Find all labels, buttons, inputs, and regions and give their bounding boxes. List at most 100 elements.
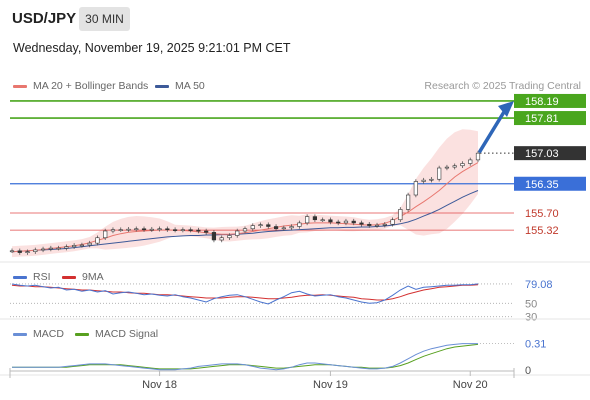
candle-body <box>79 244 84 247</box>
level-label-3: 156.35 <box>525 179 559 191</box>
legend-macd-signal-label: MACD Signal <box>95 328 159 340</box>
legend-rsi-label: RSI <box>33 271 51 283</box>
rsi-level-label-1: 50 <box>525 298 537 310</box>
level-tag-1 <box>514 111 586 126</box>
ma50-swatch <box>155 84 169 88</box>
legend-macd-label: MACD <box>33 328 64 340</box>
level-label-2: 157.03 <box>525 148 559 160</box>
macd-level-label-0: 0.31 <box>525 339 546 351</box>
candle-body <box>72 245 77 248</box>
datetime-label: Wednesday, November 19, 2025 9:21:01 PM … <box>13 41 291 55</box>
candle-body <box>429 178 434 181</box>
candle-body <box>211 232 217 241</box>
timeframe-badge[interactable]: 30 MIN <box>79 7 130 31</box>
candle-body <box>258 224 263 226</box>
candle-body <box>336 221 341 224</box>
candle-body <box>165 228 170 231</box>
time-tick-label: Nov 19 <box>313 379 348 391</box>
candle-body <box>273 226 279 230</box>
candle-body <box>382 223 387 226</box>
candle-body <box>289 226 294 229</box>
symbol-title: USD/JPY <box>12 10 77 27</box>
macd-signal-line <box>12 343 479 370</box>
time-tick-label: Nov 20 <box>453 379 488 391</box>
candle-body <box>95 237 100 244</box>
price-panel: 158.19 157.81 157.03 156.35 155.70 155.32 <box>9 93 586 258</box>
legend-rsi: RSI <box>13 271 51 283</box>
candle-body <box>328 219 333 223</box>
candle-body <box>437 167 442 180</box>
candle-body <box>266 224 271 227</box>
candle-body <box>374 224 380 227</box>
time-axis: Nov 18 Nov 19 Nov 20 <box>0 261 590 391</box>
rsi-ma-line <box>11 284 479 301</box>
candle-body <box>460 163 465 167</box>
candle-body <box>180 229 185 231</box>
candle-body <box>157 228 162 231</box>
legend-rsi-ma-label: 9MA <box>82 271 104 283</box>
candle-body <box>87 242 92 246</box>
ma20-swatch <box>13 84 27 88</box>
rsi-level-label-0: 79.08 <box>525 279 553 291</box>
candle-body <box>48 247 53 250</box>
candle-body <box>25 251 30 253</box>
legend-ma20-label: MA 20 + Bollinger Bands <box>33 80 149 92</box>
candle-body <box>110 229 116 232</box>
forecast-arrow-head <box>498 100 514 117</box>
candle-body <box>452 165 457 168</box>
level-label-0: 158.19 <box>525 96 559 108</box>
candle-body <box>126 228 131 231</box>
candle-body <box>118 229 123 231</box>
candle-body <box>9 250 15 253</box>
candle-body <box>219 237 224 241</box>
level-label-4: 155.70 <box>525 208 559 220</box>
rsi-level-label-2: 30 <box>525 312 537 324</box>
level-tag-2 <box>514 146 586 161</box>
candle-body <box>312 216 318 221</box>
level-tag-3 <box>514 176 586 191</box>
macd-swatch <box>13 332 27 336</box>
candle-body <box>188 229 193 231</box>
candle-body <box>235 230 240 236</box>
rsi-panel: 79.08 50 30 <box>10 279 553 324</box>
candle-body <box>250 225 255 230</box>
candle-body <box>56 247 61 250</box>
legend-ma20: MA 20 + Bollinger Bands <box>13 80 148 92</box>
copyright-text: Research © 2025 Trading Central <box>424 80 581 92</box>
candle-body <box>281 227 286 230</box>
legend-macd: MACD <box>13 328 64 340</box>
rsi-line <box>11 283 479 305</box>
forecast-arrow-shaft <box>478 110 506 153</box>
candle-body <box>40 248 46 251</box>
legend-ma50: MA 50 <box>155 80 205 92</box>
candle-body <box>227 235 232 239</box>
level-label-5: 155.32 <box>525 225 559 237</box>
candle-body <box>204 230 209 233</box>
candle-body <box>405 194 411 210</box>
macd-level-label-1: 0 <box>525 365 531 377</box>
candle-body <box>17 250 22 253</box>
rsi-ma-swatch <box>62 275 76 279</box>
candle-body <box>343 220 349 224</box>
candle-body <box>390 219 395 225</box>
level-label-1: 157.81 <box>525 113 559 125</box>
candle-body <box>421 179 426 182</box>
rsi-swatch <box>13 275 27 279</box>
candle-body <box>468 159 473 164</box>
candle-body <box>475 152 481 161</box>
candle-body <box>141 228 147 231</box>
candle-body <box>444 166 450 169</box>
macd-line <box>12 343 478 371</box>
candle-body <box>398 209 403 221</box>
candle-body <box>149 228 154 231</box>
candle-body <box>33 249 38 252</box>
legend-macd-signal: MACD Signal <box>75 328 158 340</box>
time-tick-label: Nov 18 <box>142 379 177 391</box>
macd-panel: 0.31 0 <box>12 339 546 377</box>
macd-signal-swatch <box>75 332 89 336</box>
candle-body <box>413 181 418 196</box>
candle-body <box>103 230 108 239</box>
candle-body <box>305 216 310 224</box>
candle-body <box>351 220 356 224</box>
